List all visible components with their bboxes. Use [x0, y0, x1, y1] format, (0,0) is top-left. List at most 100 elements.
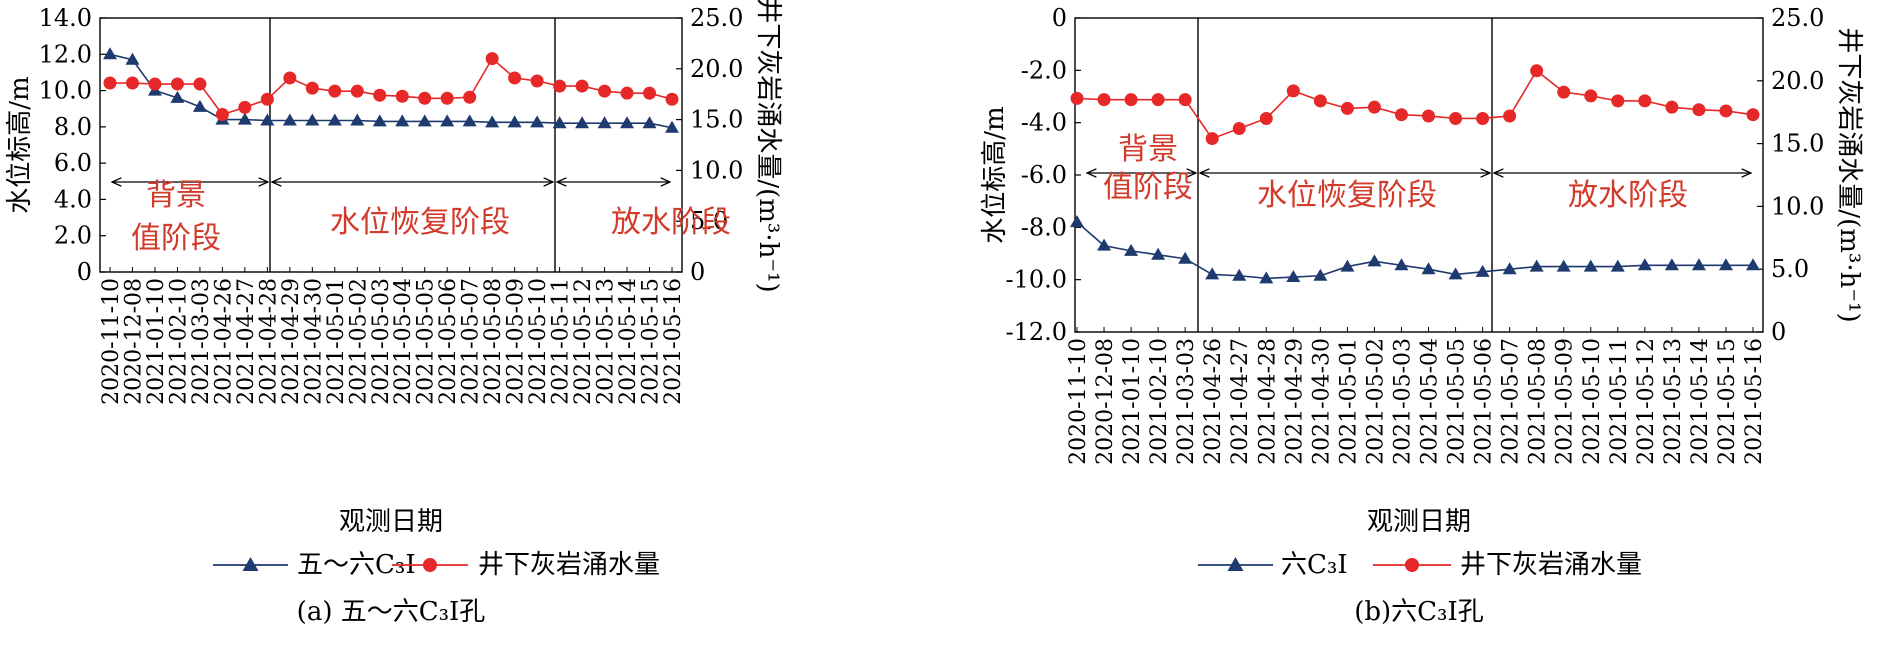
series-point-circle: [418, 91, 432, 105]
series-point-triangle: [1232, 268, 1247, 281]
series-point-triangle: [1205, 267, 1220, 280]
legend: 五～六C₃Ⅰ 井下灰岩涌水量: [213, 550, 660, 580]
series-point-triangle: [192, 99, 207, 112]
phase-label: 水位恢复阶段: [1257, 178, 1437, 213]
x-tick-label: 2021-04-27: [234, 278, 259, 405]
x-tick-label: 2021-05-12: [1634, 338, 1659, 465]
x-tick-label: 2021-05-09: [504, 278, 529, 405]
right-tick-label: 25.0: [1771, 4, 1824, 32]
x-tick-label: 2021-03-03: [1174, 338, 1199, 465]
x-tick-label: 2020-12-08: [1093, 338, 1118, 465]
x-tick-label: 2021-05-02: [346, 278, 371, 405]
right-tick-label: 15.0: [1771, 130, 1824, 158]
y-axis-title-right: 井下灰岩涌水量/(m³·h⁻¹): [1834, 27, 1864, 322]
series-point-circle: [1286, 84, 1300, 98]
phase-label: 放水阶段: [1568, 178, 1688, 213]
series-point-triangle: [1664, 258, 1679, 271]
series-point-circle: [1151, 93, 1165, 107]
x-tick-label: 2021-05-12: [571, 278, 596, 405]
series-point-triangle: [1070, 215, 1084, 228]
x-tick-label: 2021-05-16: [661, 278, 686, 405]
right-tick-label: 5.0: [1771, 255, 1809, 283]
series-point-triangle: [237, 112, 252, 125]
series-point-triangle: [552, 116, 567, 129]
series-point-triangle: [1610, 259, 1625, 272]
series-point-circle: [170, 77, 184, 91]
series-point-circle: [215, 108, 229, 122]
left-tick-label: 14.0: [39, 4, 92, 32]
x-tick-label: 2021-05-06: [1472, 338, 1497, 465]
left-tick-label: 8.0: [54, 113, 92, 141]
left-tick-label: 10.0: [39, 77, 92, 105]
series-point-circle: [1340, 101, 1354, 115]
x-tick-label: 2021-02-10: [166, 278, 191, 405]
series-point-triangle: [1556, 259, 1571, 272]
series-point-circle: [1530, 64, 1544, 78]
series-point-circle: [260, 92, 274, 106]
series-point-triangle: [575, 116, 590, 129]
phase-label: 水位恢复阶段: [330, 205, 510, 240]
x-tick-label: 2021-05-02: [1363, 338, 1388, 465]
left-tick-label: 0: [77, 258, 92, 286]
series-point-circle: [1584, 89, 1598, 103]
series-point-circle: [1394, 108, 1408, 122]
x-tick-label: 2021-05-07: [459, 278, 484, 405]
series-point-triangle: [305, 113, 320, 126]
left-tick-label: -8.0: [1021, 213, 1067, 241]
series-point-circle: [643, 86, 657, 100]
x-tick-label: 2021-05-13: [1661, 338, 1686, 465]
left-tick-label: -10.0: [1005, 266, 1067, 294]
right-tick-label: 10.0: [690, 156, 743, 184]
series-point-triangle: [350, 113, 365, 126]
x-tick-label: 2021-04-28: [256, 278, 281, 405]
x-tick-label: 2021-05-08: [1526, 338, 1551, 465]
series-point-circle: [1097, 93, 1111, 107]
x-tick-label: 2021-01-10: [1120, 338, 1145, 465]
series-point-circle: [1178, 93, 1192, 107]
series-point-triangle: [1340, 259, 1355, 272]
series-point-circle: [620, 86, 634, 100]
phase-label: 背景: [146, 178, 206, 213]
x-tick-label: 2021-05-14: [1688, 338, 1713, 465]
series-point-triangle: [530, 115, 545, 128]
series-point-triangle: [440, 114, 455, 127]
chart-panel-b: -12.0 -10.0 -8.0 -6.0 -4.0 -2.0 0 0 5.0 10.0 15.0 2…: [980, 4, 1864, 627]
panel-caption: (b)六C₃Ⅰ孔: [1354, 597, 1484, 627]
x-tick-label: 2021-02-10: [1147, 338, 1172, 465]
x-axis-title: 观测日期: [339, 507, 443, 537]
series-point-triangle: [1421, 262, 1436, 275]
series-point-triangle: [1286, 270, 1301, 283]
series-point-circle: [1070, 91, 1084, 105]
series-point-circle: [238, 100, 252, 114]
x-tick-label: 2021-05-03: [369, 278, 394, 405]
legend-label: 井下灰岩涌水量: [478, 550, 660, 580]
x-tick-label: 2021-05-05: [414, 278, 439, 405]
right-tick-label: 10.0: [1771, 192, 1824, 220]
series-point-triangle: [1691, 258, 1706, 271]
legend-marker-triangle: [1227, 557, 1244, 571]
x-tick-label: 2021-05-11: [1607, 338, 1632, 465]
series-point-circle: [1665, 100, 1679, 114]
series-point-triangle: [170, 90, 185, 103]
left-tick-label: -12.0: [1005, 318, 1067, 346]
series-point-circle: [575, 79, 589, 93]
x-tick-label: 2021-01-10: [144, 278, 169, 405]
series-point-triangle: [642, 116, 657, 129]
series-point-triangle: [1637, 258, 1652, 271]
series-point-triangle: [1124, 243, 1139, 256]
series-point-circle: [1557, 85, 1571, 99]
series-point-triangle: [1178, 251, 1193, 264]
left-tick-label: -6.0: [1021, 161, 1067, 189]
series-point-circle: [463, 90, 477, 104]
x-tick-label: 2020-11-10: [99, 278, 124, 405]
right-tick-label: 15.0: [690, 106, 743, 134]
x-tick-label: 2021-05-05: [1445, 338, 1470, 465]
chart-panel-a: 0 2.0 4.0 6.0 8.0 10.0 12.0 14.0 0 5.0 10.0 15.0 20.…: [5, 0, 783, 627]
x-tick-label: 2021-05-01: [324, 278, 349, 405]
series-point-circle: [1259, 111, 1273, 125]
legend-marker-circle: [423, 558, 437, 572]
x-tick-label: 2021-05-13: [594, 278, 619, 405]
series-point-triangle: [665, 120, 679, 133]
series-point-triangle: [125, 52, 140, 65]
